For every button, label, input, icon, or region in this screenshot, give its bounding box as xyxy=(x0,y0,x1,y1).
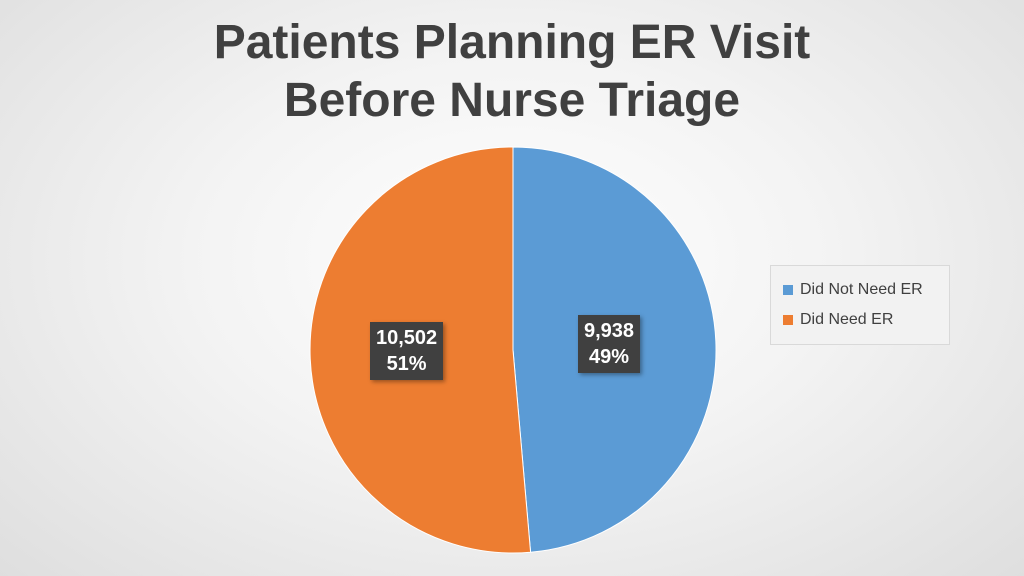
chart-title: Patients Planning ER Visit Before Nurse … xyxy=(0,14,1024,130)
legend-swatch xyxy=(783,315,793,325)
legend-label: Did Need ER xyxy=(800,311,894,328)
legend-item-did-not-need-er: Did Not Need ER xyxy=(783,275,949,305)
data-label-did-not-need-er: 9,938 49% xyxy=(578,315,641,373)
data-label-value: 10,502 xyxy=(376,327,438,349)
chart-title-line-2: Before Nurse Triage xyxy=(283,74,741,127)
chart-title-line-1: Patients Planning ER Visit xyxy=(213,16,811,69)
data-label-percent: 51% xyxy=(386,353,427,375)
data-label-did-need-er: 10,502 51% xyxy=(370,322,444,380)
legend: Did Not Need ER Did Need ER xyxy=(770,265,950,345)
legend-swatch xyxy=(783,285,793,295)
legend-item-did-need-er: Did Need ER xyxy=(783,305,949,335)
legend-label: Did Not Need ER xyxy=(800,281,923,298)
data-label-value: 9,938 xyxy=(584,320,635,342)
data-label-percent: 49% xyxy=(589,346,630,368)
